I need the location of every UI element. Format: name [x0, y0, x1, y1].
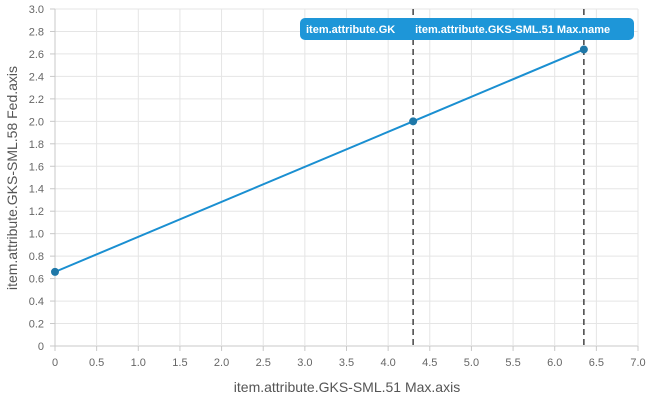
series: [51, 45, 588, 276]
x-tick-label: 3.0: [297, 357, 312, 369]
grid: [50, 8, 639, 351]
y-tick-label: 0.8: [29, 251, 44, 263]
x-axis-title: item.attribute.GKS-SML.51 Max.axis: [234, 379, 460, 395]
tick-labels: 0 0.2 0.4 0.6 0.8 1.0 1.2 1.4 1.6 1.8 2.0 2.2 2.4 2.6…: [29, 4, 646, 369]
x-tick-label: 7.0: [630, 357, 645, 369]
marker-lines: [412, 9, 585, 346]
y-tick-label: 0.2: [29, 319, 44, 331]
y-tick-label: 0: [38, 341, 44, 353]
y-axis-title: item.attribute.GKS-SML.58 Fed.axis: [4, 66, 20, 290]
marker-badge: [300, 18, 420, 40]
series-line: [54, 48, 585, 273]
x-tick-label: 5.5: [505, 357, 520, 369]
x-tick-label: 2.5: [256, 357, 271, 369]
x-tick-label: 2.0: [214, 357, 229, 369]
data-point: [51, 267, 59, 276]
x-tick-label: 1.5: [172, 357, 187, 369]
data-point: [579, 45, 588, 54]
marker-badge-label: item.attribute.GK: [306, 24, 395, 36]
x-tick-label: 1.0: [131, 357, 146, 369]
y-tick-label: 1.2: [29, 206, 44, 218]
x-tick-label: 3.5: [339, 357, 354, 369]
y-tick-label: 2.4: [29, 71, 44, 83]
data-point: [409, 117, 418, 126]
y-tick-label: 0.6: [29, 274, 44, 286]
x-tick-label: 6.5: [589, 357, 604, 369]
y-tick-label: 2.8: [29, 26, 44, 38]
y-tick-label: 3.0: [29, 4, 44, 16]
x-tick-label: 0: [52, 357, 58, 369]
x-tick-label: 4.5: [422, 357, 437, 369]
y-tick-label: 1.0: [29, 229, 44, 241]
y-tick-label: 0.4: [29, 296, 44, 308]
y-tick-label: 1.8: [29, 139, 44, 151]
y-tick-label: 2.2: [29, 94, 44, 106]
y-tick-label: 1.6: [29, 161, 44, 173]
x-tick-label: 0.5: [89, 357, 104, 369]
y-tick-label: 2.0: [29, 116, 44, 128]
marker-badge-label: item.attribute.GKS-SML.51 Max.name: [415, 24, 610, 36]
x-tick-label: 6.0: [547, 357, 562, 369]
x-tick-label: 5.0: [464, 357, 479, 369]
marker-badge: [409, 18, 634, 40]
y-tick-label: 1.4: [29, 184, 44, 196]
y-tick-label: 2.6: [29, 49, 44, 61]
marker-badges: item.attribute.GK item.attribute.GKS-SML.…: [300, 18, 634, 40]
x-tick-label: 4.0: [380, 357, 395, 369]
